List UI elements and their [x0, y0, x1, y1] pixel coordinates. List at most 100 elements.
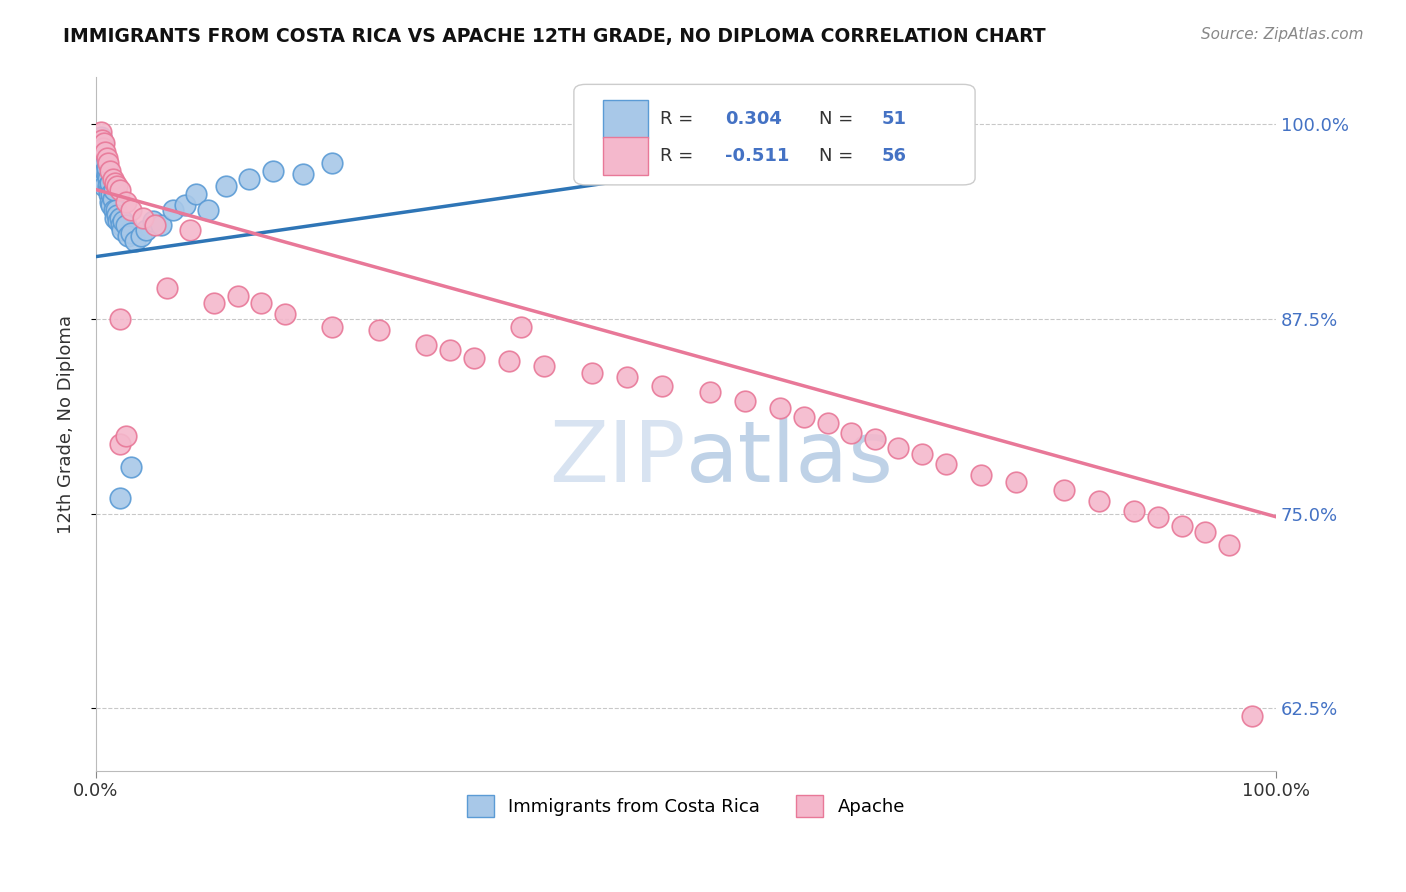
Point	[104, 211, 127, 225]
Point	[156, 281, 179, 295]
Point	[89, 156, 111, 170]
Point	[111, 223, 134, 237]
Point	[129, 229, 152, 244]
Point	[90, 129, 112, 144]
Point	[96, 161, 118, 175]
Point	[94, 145, 117, 160]
Point	[96, 167, 118, 181]
Point	[93, 179, 115, 194]
Point	[98, 164, 121, 178]
Text: N =: N =	[820, 147, 859, 165]
Point	[321, 319, 343, 334]
Point	[863, 432, 886, 446]
Point	[250, 296, 273, 310]
Point	[94, 156, 117, 170]
Point	[114, 429, 136, 443]
Point	[533, 359, 555, 373]
Point	[463, 351, 485, 365]
Point	[509, 319, 531, 334]
Point	[87, 133, 110, 147]
Point	[262, 164, 284, 178]
Point	[108, 312, 131, 326]
Point	[143, 219, 166, 233]
Point	[90, 140, 112, 154]
Point	[135, 223, 157, 237]
Text: R =: R =	[659, 147, 699, 165]
Text: atlas: atlas	[686, 417, 894, 500]
Point	[93, 136, 115, 150]
Text: 56: 56	[882, 147, 907, 165]
Text: 0.304: 0.304	[725, 110, 782, 128]
Point	[970, 467, 993, 482]
FancyBboxPatch shape	[603, 100, 648, 138]
Point	[1147, 509, 1170, 524]
Point	[215, 179, 238, 194]
Point	[1241, 709, 1264, 723]
Point	[1218, 538, 1240, 552]
Point	[93, 148, 115, 162]
Point	[699, 385, 721, 400]
Point	[98, 177, 121, 191]
Point	[107, 213, 129, 227]
Point	[120, 459, 142, 474]
Point	[498, 354, 520, 368]
Point	[1005, 475, 1028, 490]
Text: N =: N =	[820, 110, 859, 128]
Point	[90, 133, 112, 147]
Point	[108, 183, 131, 197]
Text: -0.511: -0.511	[725, 147, 789, 165]
Point	[911, 447, 934, 461]
Point	[108, 436, 131, 450]
Text: ZIP: ZIP	[550, 417, 686, 500]
Point	[91, 140, 114, 154]
Point	[108, 491, 131, 505]
Point	[98, 195, 121, 210]
Point	[1170, 519, 1192, 533]
Legend: Immigrants from Costa Rica, Apache: Immigrants from Costa Rica, Apache	[460, 788, 912, 824]
Point	[1088, 494, 1111, 508]
Text: IMMIGRANTS FROM COSTA RICA VS APACHE 12TH GRADE, NO DIPLOMA CORRELATION CHART: IMMIGRANTS FROM COSTA RICA VS APACHE 12T…	[63, 27, 1046, 45]
Point	[935, 457, 957, 471]
Point	[120, 202, 142, 217]
Point	[105, 208, 128, 222]
Point	[100, 198, 122, 212]
Point	[179, 223, 201, 237]
Point	[186, 187, 208, 202]
Point	[90, 125, 112, 139]
Point	[321, 156, 343, 170]
Point	[887, 441, 910, 455]
Point	[839, 425, 862, 440]
Point	[104, 177, 127, 191]
Point	[132, 211, 155, 225]
Point	[291, 167, 314, 181]
Text: 51: 51	[882, 110, 907, 128]
Point	[97, 171, 120, 186]
Point	[96, 152, 118, 166]
Point	[105, 179, 128, 194]
Point	[149, 219, 172, 233]
Point	[202, 296, 225, 310]
Point	[162, 202, 184, 217]
Point	[1052, 483, 1074, 498]
Point	[105, 202, 128, 217]
Point	[91, 136, 114, 150]
Point	[415, 338, 437, 352]
Point	[274, 307, 297, 321]
Point	[173, 198, 195, 212]
Point	[439, 343, 461, 357]
Point	[103, 183, 125, 197]
FancyBboxPatch shape	[603, 137, 648, 176]
Point	[817, 417, 839, 431]
Text: Source: ZipAtlas.com: Source: ZipAtlas.com	[1201, 27, 1364, 42]
Point	[100, 187, 122, 202]
Point	[1123, 503, 1146, 517]
Point	[97, 179, 120, 194]
Point	[734, 394, 756, 409]
Point	[110, 219, 132, 233]
Point	[114, 195, 136, 210]
Point	[90, 164, 112, 178]
Point	[1194, 525, 1216, 540]
FancyBboxPatch shape	[574, 85, 976, 185]
Text: R =: R =	[659, 110, 699, 128]
Point	[114, 219, 136, 233]
